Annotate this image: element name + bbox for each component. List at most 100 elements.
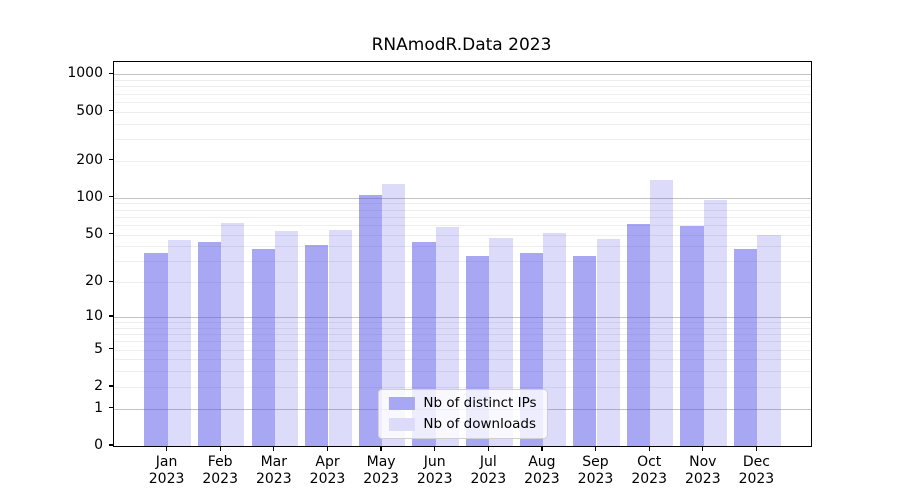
x-tick-label-may: May 2023 xyxy=(363,454,399,487)
minor-gridline-9 xyxy=(114,322,811,324)
x-tick-sep xyxy=(594,446,597,451)
minor-gridline-40 xyxy=(114,246,811,248)
major-gridline-1000 xyxy=(114,74,811,76)
bar-downloads-oct xyxy=(650,179,674,446)
bar-distinct-ips-mar xyxy=(251,248,275,446)
y-tick-20 xyxy=(109,280,114,282)
x-tick-jun xyxy=(434,446,436,451)
bar-distinct-ips-dec xyxy=(734,248,758,446)
bar-downloads-aug xyxy=(542,233,567,446)
y-tick-label-2: 2 xyxy=(94,377,103,394)
x-tick-apr xyxy=(326,446,329,451)
x-tick-dec xyxy=(755,446,758,451)
y-tick-label-200: 200 xyxy=(76,151,103,168)
minor-gridline-6 xyxy=(114,341,811,343)
y-tick-1000 xyxy=(109,72,114,74)
minor-gridline-30 xyxy=(114,261,811,263)
x-tick-label-jun: Jun 2023 xyxy=(416,454,453,487)
y-tick-1 xyxy=(109,407,114,409)
bar-distinct-ips-apr xyxy=(305,244,329,446)
legend: Nb of distinct IPs Nb of downloads xyxy=(377,389,548,439)
bar-downloads-sep xyxy=(596,238,620,446)
minor-gridline-500 xyxy=(114,111,811,113)
minor-gridline-700 xyxy=(114,93,811,95)
minor-gridline-300 xyxy=(114,139,811,140)
minor-gridline-50 xyxy=(114,234,811,236)
y-tick-10 xyxy=(109,315,114,317)
y-tick-500 xyxy=(109,109,114,112)
x-tick-mar xyxy=(273,446,275,451)
x-tick-aug xyxy=(541,446,543,451)
legend-swatch-downloads xyxy=(388,418,415,431)
legend-label-distinct-ips: Nb of distinct IPs xyxy=(423,395,537,411)
bar-downloads-feb xyxy=(221,223,245,446)
y-tick-50 xyxy=(109,232,114,235)
minor-gridline-900 xyxy=(114,80,811,81)
x-tick-jan xyxy=(165,446,168,451)
x-tick-jul xyxy=(487,446,489,451)
bar-downloads-nov xyxy=(703,199,728,446)
bar-distinct-ips-sep xyxy=(573,256,597,446)
minor-gridline-200 xyxy=(114,160,811,162)
x-tick-label-feb: Feb 2023 xyxy=(202,454,238,487)
x-tick-label-mar: Mar 2023 xyxy=(255,454,292,487)
y-tick-label-0: 0 xyxy=(94,437,103,453)
x-tick-label-nov: Nov 2023 xyxy=(684,454,721,487)
x-tick-feb xyxy=(219,446,221,451)
x-tick-label-apr: Apr 2023 xyxy=(309,454,346,487)
y-tick-100 xyxy=(109,196,114,198)
x-tick-label-oct: Oct 2023 xyxy=(631,454,667,487)
x-tick-label-dec: Dec 2023 xyxy=(738,454,775,487)
minor-gridline-20 xyxy=(114,282,811,284)
minor-gridline-80 xyxy=(114,209,811,211)
bar-distinct-ips-oct xyxy=(626,224,651,446)
minor-gridline-800 xyxy=(114,86,811,88)
gridlines-layer xyxy=(114,62,811,446)
x-axis: Jan 2023 Feb 2023 Mar 2023 Apr 2023 May 2023 Jun 20… xyxy=(113,445,810,500)
y-tick-label-5: 5 xyxy=(94,340,103,357)
x-tick-label-jul: Jul 2023 xyxy=(470,454,507,487)
minor-gridline-4 xyxy=(114,359,811,361)
bar-downloads-apr xyxy=(328,229,352,446)
bar-downloads-mar xyxy=(274,231,299,446)
chart-title: RNAmodR.Data 2023 xyxy=(371,35,552,55)
minor-gridline-3 xyxy=(114,371,811,373)
y-tick-label-20: 20 xyxy=(85,273,103,290)
minor-gridline-60 xyxy=(114,224,811,226)
y-tick-label-1: 1 xyxy=(94,399,103,416)
legend-swatch-distinct-ips xyxy=(388,397,415,410)
bar-distinct-ips-may xyxy=(358,195,383,446)
bars-layer xyxy=(114,62,811,446)
bar-downloads-may xyxy=(382,183,406,446)
minor-gridline-600 xyxy=(114,101,811,103)
x-tick-label-aug: Aug 2023 xyxy=(524,454,560,487)
legend-item-distinct-ips: Nb of distinct IPs xyxy=(388,395,537,411)
y-tick-label-10: 10 xyxy=(85,308,103,324)
y-tick-200 xyxy=(109,159,114,161)
bar-downloads-jan xyxy=(167,240,191,446)
legend-item-downloads: Nb of downloads xyxy=(388,417,536,432)
y-tick-5 xyxy=(109,347,114,350)
minor-gridline-5 xyxy=(114,349,811,351)
minor-gridline-400 xyxy=(114,123,811,125)
legend-label-downloads: Nb of downloads xyxy=(423,416,536,432)
minor-gridline-8 xyxy=(114,327,811,329)
x-tick-label-sep: Sep 2023 xyxy=(577,454,614,487)
major-gridline-100 xyxy=(114,197,811,199)
y-tick-0 xyxy=(109,444,114,446)
plot-area: Nb of distinct IPs Nb of downloads xyxy=(113,61,812,447)
y-tick-label-1000: 1000 xyxy=(67,65,103,82)
y-axis: 0 1 2 5 10 20 50 100 200 500 1000 xyxy=(0,61,114,453)
x-tick-label-jan: Jan 2023 xyxy=(148,454,185,487)
x-tick-may xyxy=(380,446,382,451)
bar-distinct-ips-feb xyxy=(197,242,222,446)
minor-gridline-2 xyxy=(114,386,811,388)
bar-distinct-ips-nov xyxy=(680,225,704,446)
minor-gridline-90 xyxy=(114,203,811,205)
bar-distinct-ips-jan xyxy=(144,253,168,446)
x-tick-nov xyxy=(702,446,704,451)
x-tick-oct xyxy=(648,446,650,451)
minor-gridline-70 xyxy=(114,216,811,218)
minor-gridline-7 xyxy=(114,334,811,336)
